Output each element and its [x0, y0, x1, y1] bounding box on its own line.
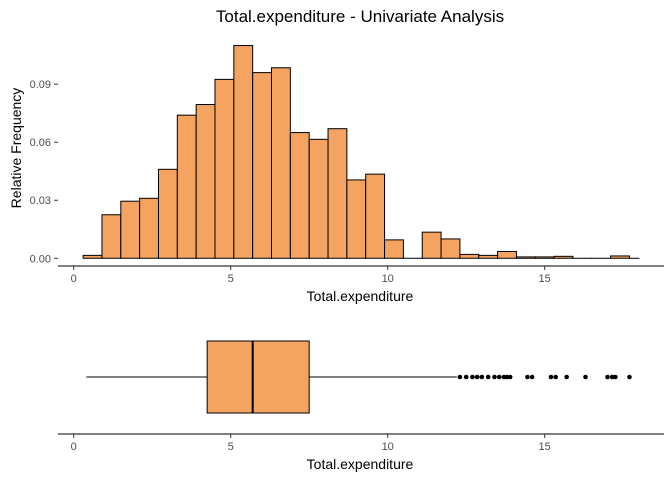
- boxplot-outlier-point-5: [485, 374, 491, 380]
- histogram-x-tick-label-0: 0: [71, 273, 77, 285]
- histogram-panel: 0 5 10 15 0.00 0.03 0.06 0.09 Total.expenditur…: [8, 45, 664, 304]
- histogram-bar-12: [308, 138, 329, 259]
- boxplot-outlier-point-2: [470, 374, 475, 380]
- boxplot-outlier-point-1: [463, 374, 469, 380]
- histogram-x-ticks: 0 5 10 15: [71, 266, 551, 285]
- histogram-y-ticks: 0.00 0.03 0.06 0.09: [30, 79, 58, 265]
- boxplot-outlier-point-13: [548, 374, 554, 380]
- boxplot-outlier-point-7: [496, 374, 502, 380]
- histogram-bar-14: [346, 179, 367, 259]
- histogram-bar-4: [157, 168, 178, 259]
- boxplot-x-axis-title: Total.expenditure: [307, 456, 414, 472]
- histogram-y-tick-label-0: 0.00: [30, 253, 51, 265]
- histogram-bar-23: [515, 256, 536, 259]
- boxplot-outlier-point-3: [474, 374, 480, 380]
- histogram-x-axis-title: Total.expenditure: [307, 288, 414, 304]
- histogram-bar-3: [139, 197, 159, 259]
- histogram-bars: [82, 45, 640, 259]
- boxplot-x-tick-label-1: 5: [228, 441, 234, 453]
- histogram-bar-22: [497, 251, 517, 259]
- histogram-bar-21: [478, 254, 499, 259]
- histogram-x-tick-label-2: 10: [382, 273, 394, 285]
- histogram-y-tick-label-1: 0.03: [30, 195, 51, 207]
- boxplot-outlier-point-11: [525, 374, 530, 380]
- chart-title: Total.expenditure - Univariate Analysis: [216, 7, 504, 26]
- histogram-bar-24: [534, 256, 555, 259]
- histogram-bar-20: [459, 253, 480, 259]
- histogram-bar-6: [195, 104, 216, 259]
- boxplot-outlier-point-10: [507, 374, 513, 380]
- boxplot-outlier-point-16: [583, 374, 588, 380]
- histogram-bar-19: [440, 238, 461, 259]
- boxplot-outlier-point-4: [479, 374, 485, 380]
- boxplot-outlier-point-14: [553, 374, 558, 380]
- boxplot-outlier-point-6: [492, 374, 497, 380]
- histogram-bar-8: [233, 45, 254, 259]
- histogram-bar-13: [327, 128, 348, 259]
- histogram-bar-5: [176, 114, 197, 259]
- histogram-bar-11: [289, 132, 310, 259]
- boxplot-x-ticks: 0 5 10 15: [71, 434, 551, 453]
- boxplot-outlier-point-17: [605, 374, 610, 380]
- boxplot-panel: 0 5 10 15 Total.expenditure: [58, 340, 664, 472]
- histogram-x-tick-label-3: 15: [539, 273, 551, 285]
- histogram-bar-18: [421, 231, 442, 259]
- histogram-bar-9: [252, 72, 273, 259]
- histogram-bar-25: [553, 255, 574, 259]
- histogram-y-axis-title: Relative Frequency: [8, 88, 24, 209]
- boxplot-box: [206, 340, 310, 414]
- boxplot-x-tick-label-0: 0: [71, 441, 77, 453]
- histogram-y-tick-label-3: 0.09: [30, 79, 51, 91]
- boxplot-outlier-point-20: [627, 374, 632, 380]
- boxplot-x-tick-label-3: 15: [539, 441, 551, 453]
- histogram-x-tick-label-1: 5: [228, 273, 234, 285]
- histogram-bar-7: [214, 78, 235, 259]
- histogram-bar-2: [120, 200, 141, 259]
- histogram-bar-15: [365, 173, 386, 259]
- histogram-bar-1: [101, 214, 122, 259]
- boxplot-outlier-point-12: [529, 374, 535, 380]
- histogram-y-tick-label-2: 0.06: [30, 137, 51, 149]
- histogram-bar-28: [610, 255, 630, 259]
- boxplot-elements: [86, 340, 632, 414]
- histogram-bar-16: [384, 239, 404, 259]
- boxplot-outlier-point-15: [564, 374, 569, 380]
- histogram-bar-10: [271, 67, 291, 259]
- histogram-bar-0: [82, 254, 103, 259]
- boxplot-outlier-point-0: [457, 374, 463, 380]
- boxplot-outlier-point-19: [613, 374, 618, 380]
- boxplot-x-tick-label-2: 10: [382, 441, 394, 453]
